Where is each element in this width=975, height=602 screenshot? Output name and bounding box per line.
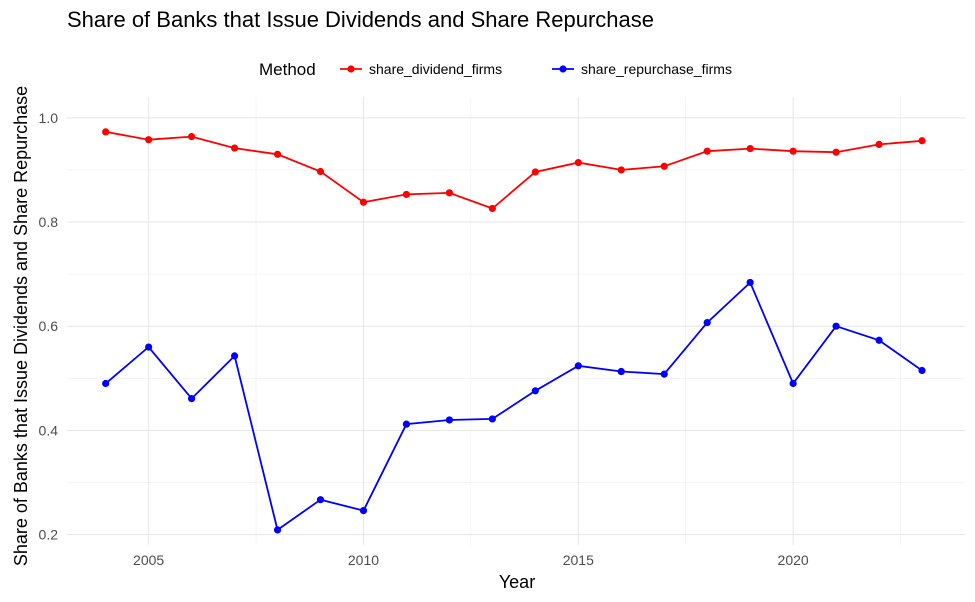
data-point xyxy=(402,190,411,199)
x-tick-label: 2015 xyxy=(563,552,594,568)
legend: Method share_dividend_firms share_repurcha… xyxy=(259,60,732,79)
series-line xyxy=(105,131,923,210)
series-share_dividend_firms xyxy=(102,128,926,213)
data-point xyxy=(273,150,282,158)
data-point xyxy=(488,415,496,423)
data-point xyxy=(703,318,711,327)
chart-title: Share of Banks that Issue Dividends and … xyxy=(67,7,654,32)
data-point xyxy=(402,420,411,428)
x-axis-title: Year xyxy=(499,572,535,592)
y-axis-title: Share of Banks that Issue Dividends and … xyxy=(11,86,31,566)
legend-label: share_dividend_firms xyxy=(369,61,502,77)
data-point xyxy=(145,343,153,351)
x-tick-label: 2010 xyxy=(348,552,379,568)
data-point xyxy=(230,144,239,152)
data-point xyxy=(188,132,196,141)
data-point xyxy=(316,496,325,504)
x-tick-label: 2020 xyxy=(778,552,809,568)
y-tick-label: 0.6 xyxy=(39,318,59,334)
data-point xyxy=(359,507,368,515)
data-point xyxy=(531,168,539,176)
data-point xyxy=(445,416,454,424)
data-point xyxy=(918,366,926,375)
data-point xyxy=(660,370,668,378)
data-point xyxy=(875,140,883,149)
y-tick-label: 0.2 xyxy=(39,527,59,543)
data-point xyxy=(574,159,582,167)
grid xyxy=(67,97,965,545)
data-point xyxy=(102,128,110,136)
x-tick-label: 2005 xyxy=(133,552,164,568)
data-point xyxy=(789,379,797,388)
legend-item-share_dividend_firms: share_dividend_firms xyxy=(340,61,502,77)
data-point xyxy=(273,526,282,534)
data-point xyxy=(875,336,883,344)
data-point xyxy=(102,379,110,388)
legend-key-point xyxy=(559,65,567,73)
data-point xyxy=(789,147,797,155)
data-point xyxy=(145,136,153,144)
data-point xyxy=(188,395,196,403)
data-point xyxy=(230,352,239,360)
data-point xyxy=(832,148,840,156)
data-point xyxy=(660,162,668,170)
legend-label: share_repurchase_firms xyxy=(581,61,732,77)
data-point xyxy=(574,362,582,370)
series-line xyxy=(105,280,923,532)
data-point xyxy=(488,204,496,213)
legend-item-share_repurchase_firms: share_repurchase_firms xyxy=(552,61,732,77)
y-tick-label: 1.0 xyxy=(39,110,59,126)
data-point xyxy=(359,198,368,206)
legend-title: Method xyxy=(259,60,316,79)
data-point xyxy=(617,166,625,174)
data-point xyxy=(918,137,926,145)
series-share_repurchase_firms xyxy=(102,278,926,534)
data-point xyxy=(445,189,454,197)
data-point xyxy=(746,278,754,287)
data-point xyxy=(703,147,711,155)
legend-key-point xyxy=(347,65,355,73)
data-point xyxy=(832,322,840,330)
series-layer xyxy=(102,128,926,534)
y-axis-ticks: 0.2 0.4 0.6 0.8 1.0 xyxy=(39,110,59,543)
x-axis-ticks: 2005 2010 2015 2020 xyxy=(133,552,809,568)
data-point xyxy=(316,167,325,176)
y-tick-label: 0.8 xyxy=(39,214,59,230)
y-tick-label: 0.4 xyxy=(39,422,59,438)
data-point xyxy=(617,367,625,376)
data-point xyxy=(746,144,754,153)
data-point xyxy=(531,387,539,395)
